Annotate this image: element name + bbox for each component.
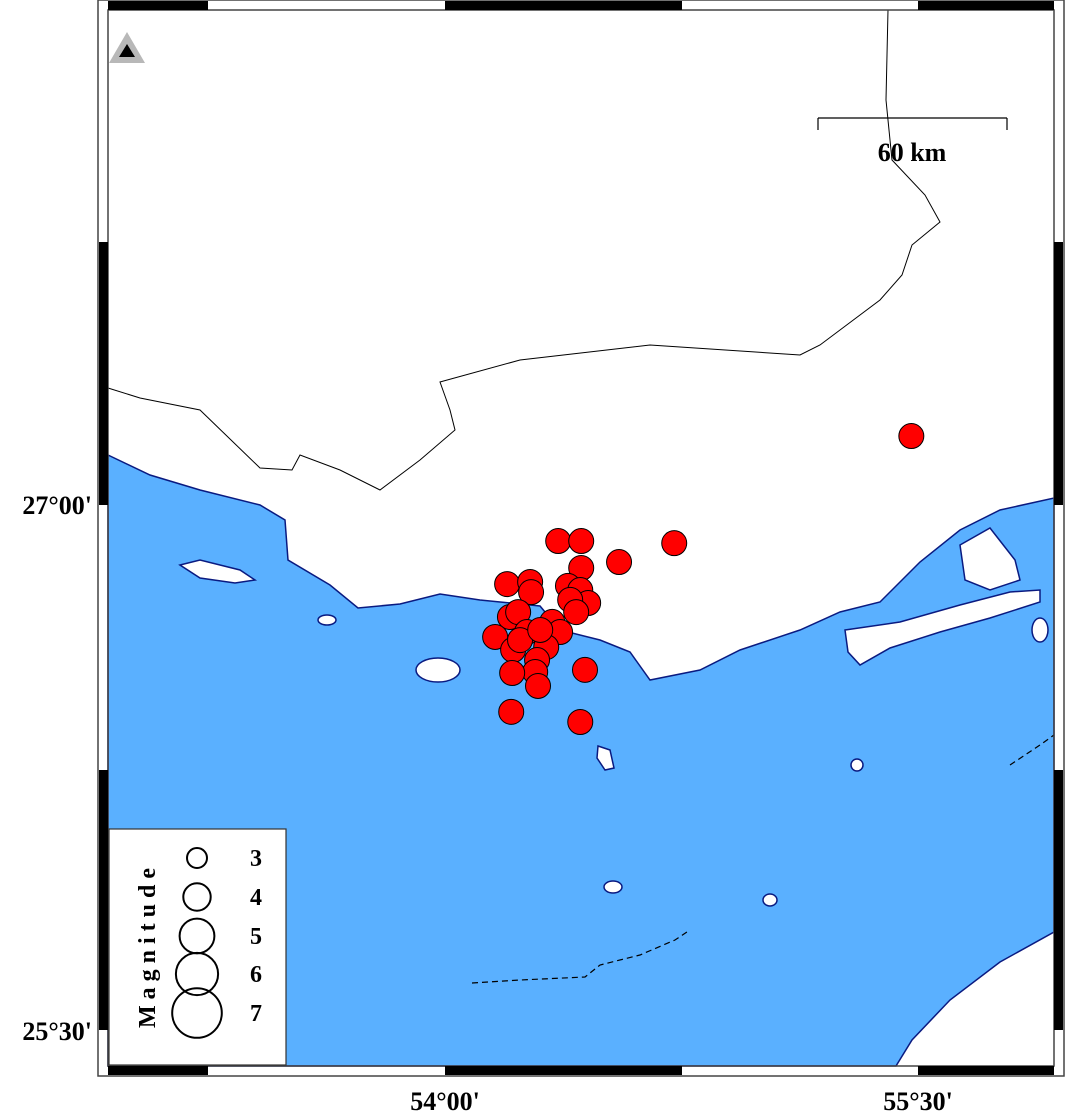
lon-tick-label: 55°30': [883, 1087, 953, 1114]
legend-title: Magnitude: [135, 862, 161, 1028]
magnitude-legend: Magnitude 3 4 5 6 7: [108, 828, 287, 1066]
earthquake-event: [563, 599, 590, 626]
earthquake-event: [518, 579, 545, 606]
legend-label: 3: [250, 846, 262, 872]
earthquake-event: [661, 530, 688, 557]
scale-bar-label: 60 km: [878, 138, 947, 167]
legend-label: 7: [250, 1001, 262, 1027]
maritime-boundary: [1009, 734, 1055, 766]
legend-label: 4: [250, 885, 262, 911]
earthquake-event: [498, 698, 525, 725]
island: [596, 744, 615, 771]
legend-label: 6: [250, 962, 262, 988]
earthquake-event: [545, 528, 572, 555]
earthquake-event: [571, 656, 598, 683]
earthquake-event: [606, 549, 633, 576]
earthquake-event: [494, 571, 521, 598]
map-frame: [97, 0, 1065, 1077]
island: [844, 589, 1041, 666]
lat-tick-label: 27°00': [22, 491, 92, 520]
island: [1031, 617, 1049, 643]
earthquake-event: [525, 672, 552, 699]
scale-bar: 60 km: [817, 117, 1008, 167]
earthquake-event: [567, 709, 594, 735]
island: [762, 893, 778, 907]
legend-symbol: [182, 882, 212, 912]
island: [959, 527, 1021, 591]
lon-tick-label: 54°00': [410, 1087, 480, 1114]
border-line: [107, 9, 941, 491]
earthquake-event: [527, 616, 554, 643]
island: [178, 559, 258, 584]
earthquake-events: [482, 423, 925, 735]
earthquake-event: [499, 660, 526, 686]
legend-symbol: [171, 987, 223, 1039]
lat-tick-label: 25°30': [22, 1017, 92, 1046]
legend-label: 5: [250, 924, 262, 950]
earthquake-event: [568, 528, 595, 555]
island: [850, 758, 864, 772]
maritime-boundary: [471, 929, 691, 984]
legend-symbol: [186, 847, 208, 869]
island: [415, 657, 461, 683]
earthquake-event: [898, 423, 925, 450]
islands: [178, 527, 1049, 907]
island: [317, 614, 337, 626]
sea-area: [107, 453, 1055, 1067]
island: [603, 880, 623, 894]
legend-symbol: [174, 951, 220, 997]
triangle-station-icon: [109, 32, 145, 63]
